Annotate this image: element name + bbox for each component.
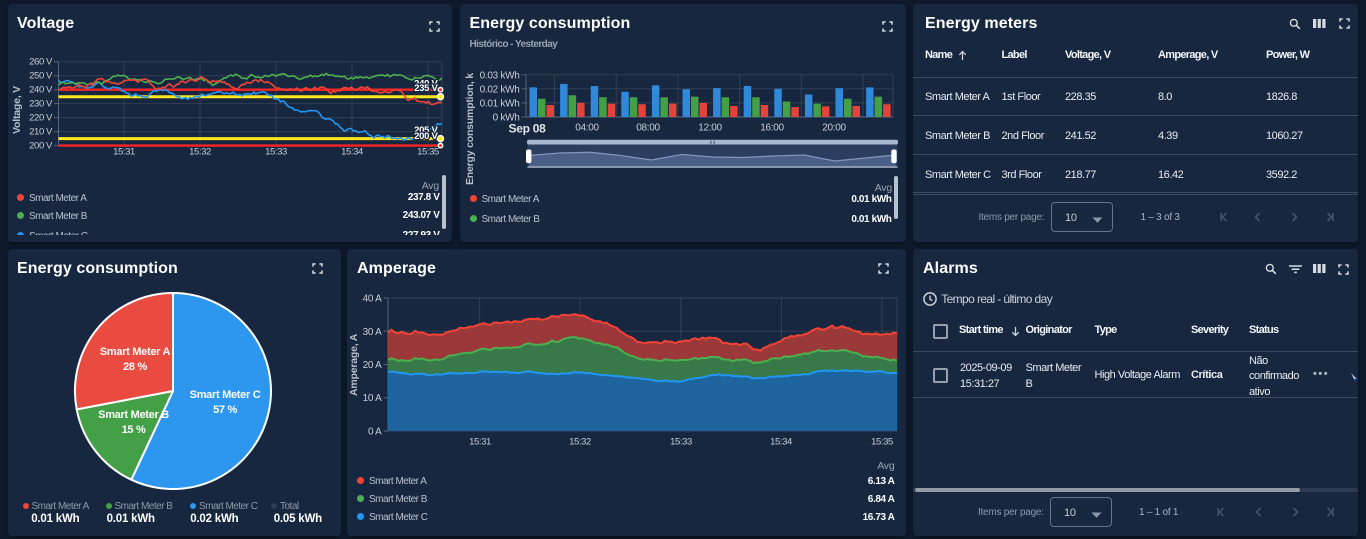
svg-text:30 A: 30 A [363,327,382,338]
svg-text:15:31: 15:31 [469,437,491,448]
svg-text:20:00: 20:00 [822,123,846,134]
svg-text:250 V: 250 V [29,71,53,82]
svg-text:15:31: 15:31 [113,147,135,158]
svg-text:12:00: 12:00 [698,123,722,134]
svg-text:0.02 kWh: 0.02 kWh [479,84,519,95]
svg-text:15:33: 15:33 [670,437,692,448]
svg-text:15:35: 15:35 [417,147,439,158]
svg-text:0.03 kWh: 0.03 kWh [479,70,519,81]
svg-text:20 A: 20 A [363,360,382,371]
svg-text:16:00: 16:00 [760,123,784,134]
svg-text:15:33: 15:33 [265,147,287,158]
svg-text:240 V: 240 V [414,78,438,89]
svg-text:205 V: 205 V [414,125,438,136]
svg-text:40 A: 40 A [363,294,382,305]
svg-text:240 V: 240 V [29,85,53,96]
svg-text:15:32: 15:32 [569,437,591,448]
svg-text:200 V: 200 V [414,131,438,142]
svg-text:260 V: 260 V [29,57,53,68]
svg-text:220 V: 220 V [29,113,53,124]
svg-text:10 A: 10 A [363,393,382,404]
svg-text:200 V: 200 V [29,141,53,152]
svg-text:0 kWh: 0 kWh [492,113,519,124]
svg-text:15:35: 15:35 [871,437,893,448]
svg-text:Sep 08: Sep 08 [508,122,546,136]
svg-text:0 A: 0 A [368,427,382,438]
svg-text:15:32: 15:32 [189,147,211,158]
svg-text:235 V: 235 V [414,83,438,94]
svg-text:15:34: 15:34 [341,147,363,158]
svg-text:230 V: 230 V [29,99,53,110]
svg-text:15:34: 15:34 [770,437,792,448]
svg-text:0.01 kWh: 0.01 kWh [479,98,519,109]
svg-text:08:00: 08:00 [636,123,660,134]
svg-text:210 V: 210 V [29,127,53,138]
svg-text:04:00: 04:00 [575,123,599,134]
